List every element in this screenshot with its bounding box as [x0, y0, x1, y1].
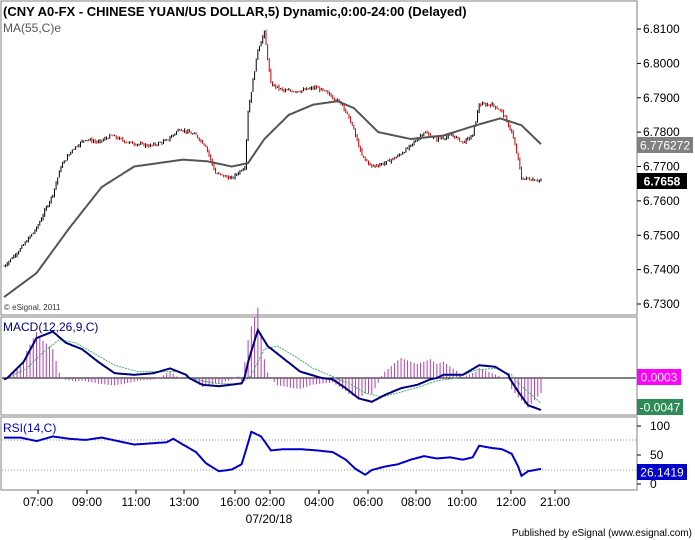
price-tick-label: 6.7900: [643, 91, 680, 105]
time-axis: 07:00 09:00 11:00 13:00 16:00 02:00 04:00 06:00…: [1, 489, 637, 509]
time-tick-label: 02:00: [255, 495, 285, 509]
price-axis: 6.8100 6.8000 6.7900 6.7800 6.7700 6.7600 6.75…: [637, 22, 680, 311]
price-tick-label: 6.7600: [643, 194, 680, 208]
rsi-line: [4, 430, 542, 478]
price-bars: [3, 29, 542, 268]
time-tick-label: 12:00: [496, 495, 526, 509]
time-tick-label: 10:00: [447, 495, 477, 509]
time-tick-label: 21:00: [540, 495, 570, 509]
time-tick-label: 07:00: [23, 495, 53, 509]
rsi-value-badge: 26.1419: [637, 464, 687, 480]
signal-value-badge: -0.0047: [637, 399, 683, 415]
ma-value-badge: 6.776272: [637, 137, 693, 153]
macd-value: 0.0003: [641, 371, 678, 385]
rsi-tick-label: 50: [650, 448, 664, 462]
price-tick-label: 6.7800: [643, 125, 680, 139]
rsi-panel: RSI(14,C) 100 50 0: [0, 416, 670, 491]
time-tick-label: 04:00: [304, 495, 334, 509]
time-tick-label: 09:00: [72, 495, 102, 509]
ma-value: 6.776272: [640, 139, 690, 153]
time-tick-label: 11:00: [121, 495, 150, 509]
price-tick-label: 6.7700: [643, 160, 680, 174]
last-price-badge: 6.7658: [637, 173, 687, 189]
macd-signal-line: [3, 339, 542, 404]
macd-line: [3, 327, 542, 411]
ma-line: [3, 100, 542, 298]
macd-panel: MACD(12,26,9,C): [0, 307, 638, 416]
rsi-value: 26.1419: [640, 466, 684, 480]
time-tick-label: 16:00: [220, 495, 250, 509]
ma-label: MA(55,C)e: [3, 21, 61, 35]
rsi-tick-label: 100: [650, 419, 670, 433]
price-panel-frame: [0, 0, 638, 316]
macd-panel-frame: [0, 316, 638, 416]
rsi-title: RSI(14,C): [3, 421, 56, 435]
rsi-axis: 100 50 0: [637, 419, 670, 491]
rsi-tick-label: 0: [650, 477, 657, 491]
price-tick-label: 6.7500: [643, 228, 680, 242]
price-tick-label: 6.8100: [643, 22, 680, 36]
time-tick-label: 08:00: [401, 495, 431, 509]
price-tick-label: 6.8000: [643, 56, 680, 70]
published-by: Published by eSignal (www.esignal.com): [512, 528, 692, 539]
time-tick-label: 13:00: [169, 495, 199, 509]
time-tick-label: 06:00: [353, 495, 383, 509]
macd-value-badge: 0.0003: [637, 369, 681, 385]
signal-value: -0.0047: [640, 401, 681, 415]
price-panel: (CNY A0-FX - CHINESE YUAN/US DOLLAR,5) D…: [0, 0, 680, 316]
macd-title: MACD(12,26,9,C): [3, 320, 98, 334]
last-price-value: 6.7658: [644, 175, 681, 189]
date-label: 07/20/18: [246, 512, 293, 526]
chart-title: (CNY A0-FX - CHINESE YUAN/US DOLLAR,5) D…: [3, 4, 467, 19]
copyright-note: © eSignal, 2011: [4, 303, 61, 312]
price-tick-label: 6.7400: [643, 263, 680, 277]
price-tick-label: 6.7300: [643, 297, 680, 311]
